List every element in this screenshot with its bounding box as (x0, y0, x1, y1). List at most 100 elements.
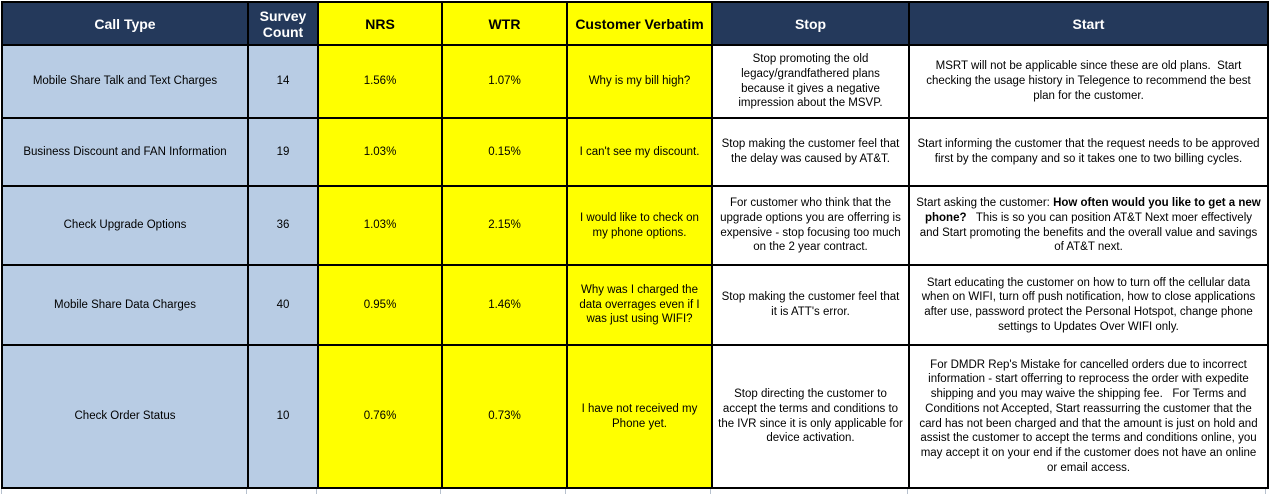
cell-customer-verbatim: I would like to check on my phone option… (566, 185, 713, 266)
wtr-value: 0.73% (488, 410, 521, 423)
start-text: Start educating the customer on how to t… (922, 277, 1259, 333)
call-type-text: Mobile Share Talk and Text Charges (32, 75, 218, 88)
cell-survey-count: 14 (247, 44, 319, 119)
verbatim-text: Why is my bill high? (588, 75, 691, 88)
cell-wtr: 1.07% (441, 44, 568, 119)
start-text-prefix: Start informing the customer that the re… (917, 138, 1263, 165)
cell-customer-verbatim: I can't see my discount. (566, 117, 713, 187)
cell-call-type: Mobile Share Data Charges (1, 264, 249, 346)
header-stop: Stop (711, 1, 910, 46)
stop-text: For customer who think that the upgrade … (720, 197, 905, 254)
spreadsheet-gridline-strip (1, 489, 1267, 494)
cell-wtr: 1.46% (441, 264, 568, 346)
start-text-suffix: This is so you can position AT&T Next mo… (919, 211, 1261, 254)
cell-wtr: 0.15% (441, 117, 568, 187)
wtr-value: 0.15% (488, 145, 521, 158)
cell-start: Start informing the customer that the re… (908, 117, 1269, 187)
cell-start: Start educating the customer on how to t… (908, 264, 1269, 346)
survey-count-value: 40 (276, 298, 290, 311)
nrs-value: 1.03% (363, 145, 397, 158)
cell-stop: For customer who think that the upgrade … (711, 185, 910, 266)
verbatim-text: I would like to check on my phone option… (580, 211, 703, 239)
cell-call-type: Mobile Share Talk and Text Charges (1, 44, 249, 119)
gridline-segment (317, 489, 441, 494)
cell-nrs: 0.95% (317, 264, 443, 346)
gridline-segment (441, 489, 566, 494)
stop-text: Stop making the customer feel that it is… (721, 291, 903, 318)
start-text-prefix: Start asking the customer: (916, 197, 1054, 210)
cell-wtr: 0.73% (441, 344, 568, 489)
cell-start: Start asking the customer: How often wou… (908, 185, 1269, 266)
survey-count-value: 10 (276, 410, 290, 423)
gridline-segment (908, 489, 1266, 494)
cell-start: For DMDR Rep's Mistake for cancelled ord… (908, 344, 1269, 489)
verbatim-text: I have not received my Phone yet. (581, 402, 701, 430)
cell-customer-verbatim: Why is my bill high? (566, 44, 713, 119)
cell-survey-count: 40 (247, 264, 319, 346)
gridline-segment (566, 489, 711, 494)
header-customer-verbatim: Customer Verbatim (566, 1, 713, 46)
survey-count-value: 19 (276, 145, 290, 158)
stop-text: Stop directing the customer to accept th… (718, 388, 907, 445)
header-nrs: NRS (317, 1, 443, 46)
survey-count-value: 14 (276, 75, 290, 88)
start-text: Start informing the customer that the re… (917, 138, 1262, 165)
header-wtr: WTR (441, 1, 568, 46)
nrs-value: 1.56% (363, 75, 397, 88)
table-row: Check Order Status 10 0.76% 0.73% I have… (1, 344, 1269, 489)
start-text: For DMDR Rep's Mistake for cancelled ord… (919, 359, 1260, 474)
cell-survey-count: 36 (247, 185, 319, 266)
call-type-text: Mobile Share Data Charges (54, 298, 196, 311)
cell-stop: Stop directing the customer to accept th… (711, 344, 910, 489)
stop-text: Stop promoting the old legacy/grandfathe… (738, 53, 884, 110)
cell-nrs: 1.03% (317, 185, 443, 266)
table-row: Mobile Share Data Charges 40 0.95% 1.46%… (1, 264, 1269, 346)
cell-start: MSRT will not be applicable since these … (908, 44, 1269, 119)
wtr-value: 2.15% (488, 219, 521, 232)
wtr-value: 1.07% (488, 75, 521, 88)
start-text-prefix: For DMDR Rep's Mistake for cancelled ord… (919, 358, 1261, 474)
start-text: MSRT will not be applicable since these … (926, 60, 1254, 101)
nrs-value: 0.95% (363, 298, 397, 311)
table-row: Check Upgrade Options 36 1.03% 2.15% I w… (1, 185, 1269, 266)
verbatim-text: Why was I charged the data overrages eve… (579, 283, 703, 326)
start-text-bold: How often would you like to get a new ph… (924, 197, 1264, 224)
wtr-value: 1.46% (488, 298, 521, 311)
header-survey-count: Survey Count (247, 1, 319, 46)
cell-nrs: 1.56% (317, 44, 443, 119)
header-call-type: Call Type (1, 1, 249, 46)
cell-call-type: Business Discount and FAN Information (1, 117, 249, 187)
start-text-prefix: MSRT will not be applicable since these … (926, 60, 1254, 102)
start-text: Start asking the customer: How often wou… (916, 197, 1264, 253)
gridline-segment (711, 489, 908, 494)
cell-survey-count: 10 (247, 344, 319, 489)
cell-customer-verbatim: I have not received my Phone yet. (566, 344, 713, 489)
cell-nrs: 1.03% (317, 117, 443, 187)
header-start: Start (908, 1, 1269, 46)
nrs-value: 1.03% (363, 219, 397, 232)
gridline-segment (1, 489, 247, 494)
call-type-text: Business Discount and FAN Information (23, 145, 227, 158)
cell-stop: Stop making the customer feel that it is… (711, 264, 910, 346)
gridline-segment (247, 489, 317, 494)
cell-stop: Stop promoting the old legacy/grandfathe… (711, 44, 910, 119)
header-row: Call Type Survey Count NRS WTR Customer … (1, 1, 1269, 46)
verbatim-text: I can't see my discount. (579, 145, 700, 158)
nrs-value: 0.76% (363, 410, 397, 423)
cell-survey-count: 19 (247, 117, 319, 187)
cell-nrs: 0.76% (317, 344, 443, 489)
survey-count-value: 36 (276, 219, 290, 232)
call-type-text: Check Order Status (74, 410, 176, 423)
call-type-text: Check Upgrade Options (63, 219, 187, 232)
table-row: Mobile Share Talk and Text Charges 14 1.… (1, 44, 1269, 119)
cell-wtr: 2.15% (441, 185, 568, 266)
cell-customer-verbatim: Why was I charged the data overrages eve… (566, 264, 713, 346)
stop-text: Stop making the customer feel that the d… (721, 138, 903, 165)
cell-stop: Stop making the customer feel that the d… (711, 117, 910, 187)
cell-call-type: Check Order Status (1, 344, 249, 489)
start-text-prefix: Start educating the customer on how to t… (921, 276, 1259, 333)
table-row: Business Discount and FAN Information 19… (1, 117, 1269, 187)
cell-call-type: Check Upgrade Options (1, 185, 249, 266)
